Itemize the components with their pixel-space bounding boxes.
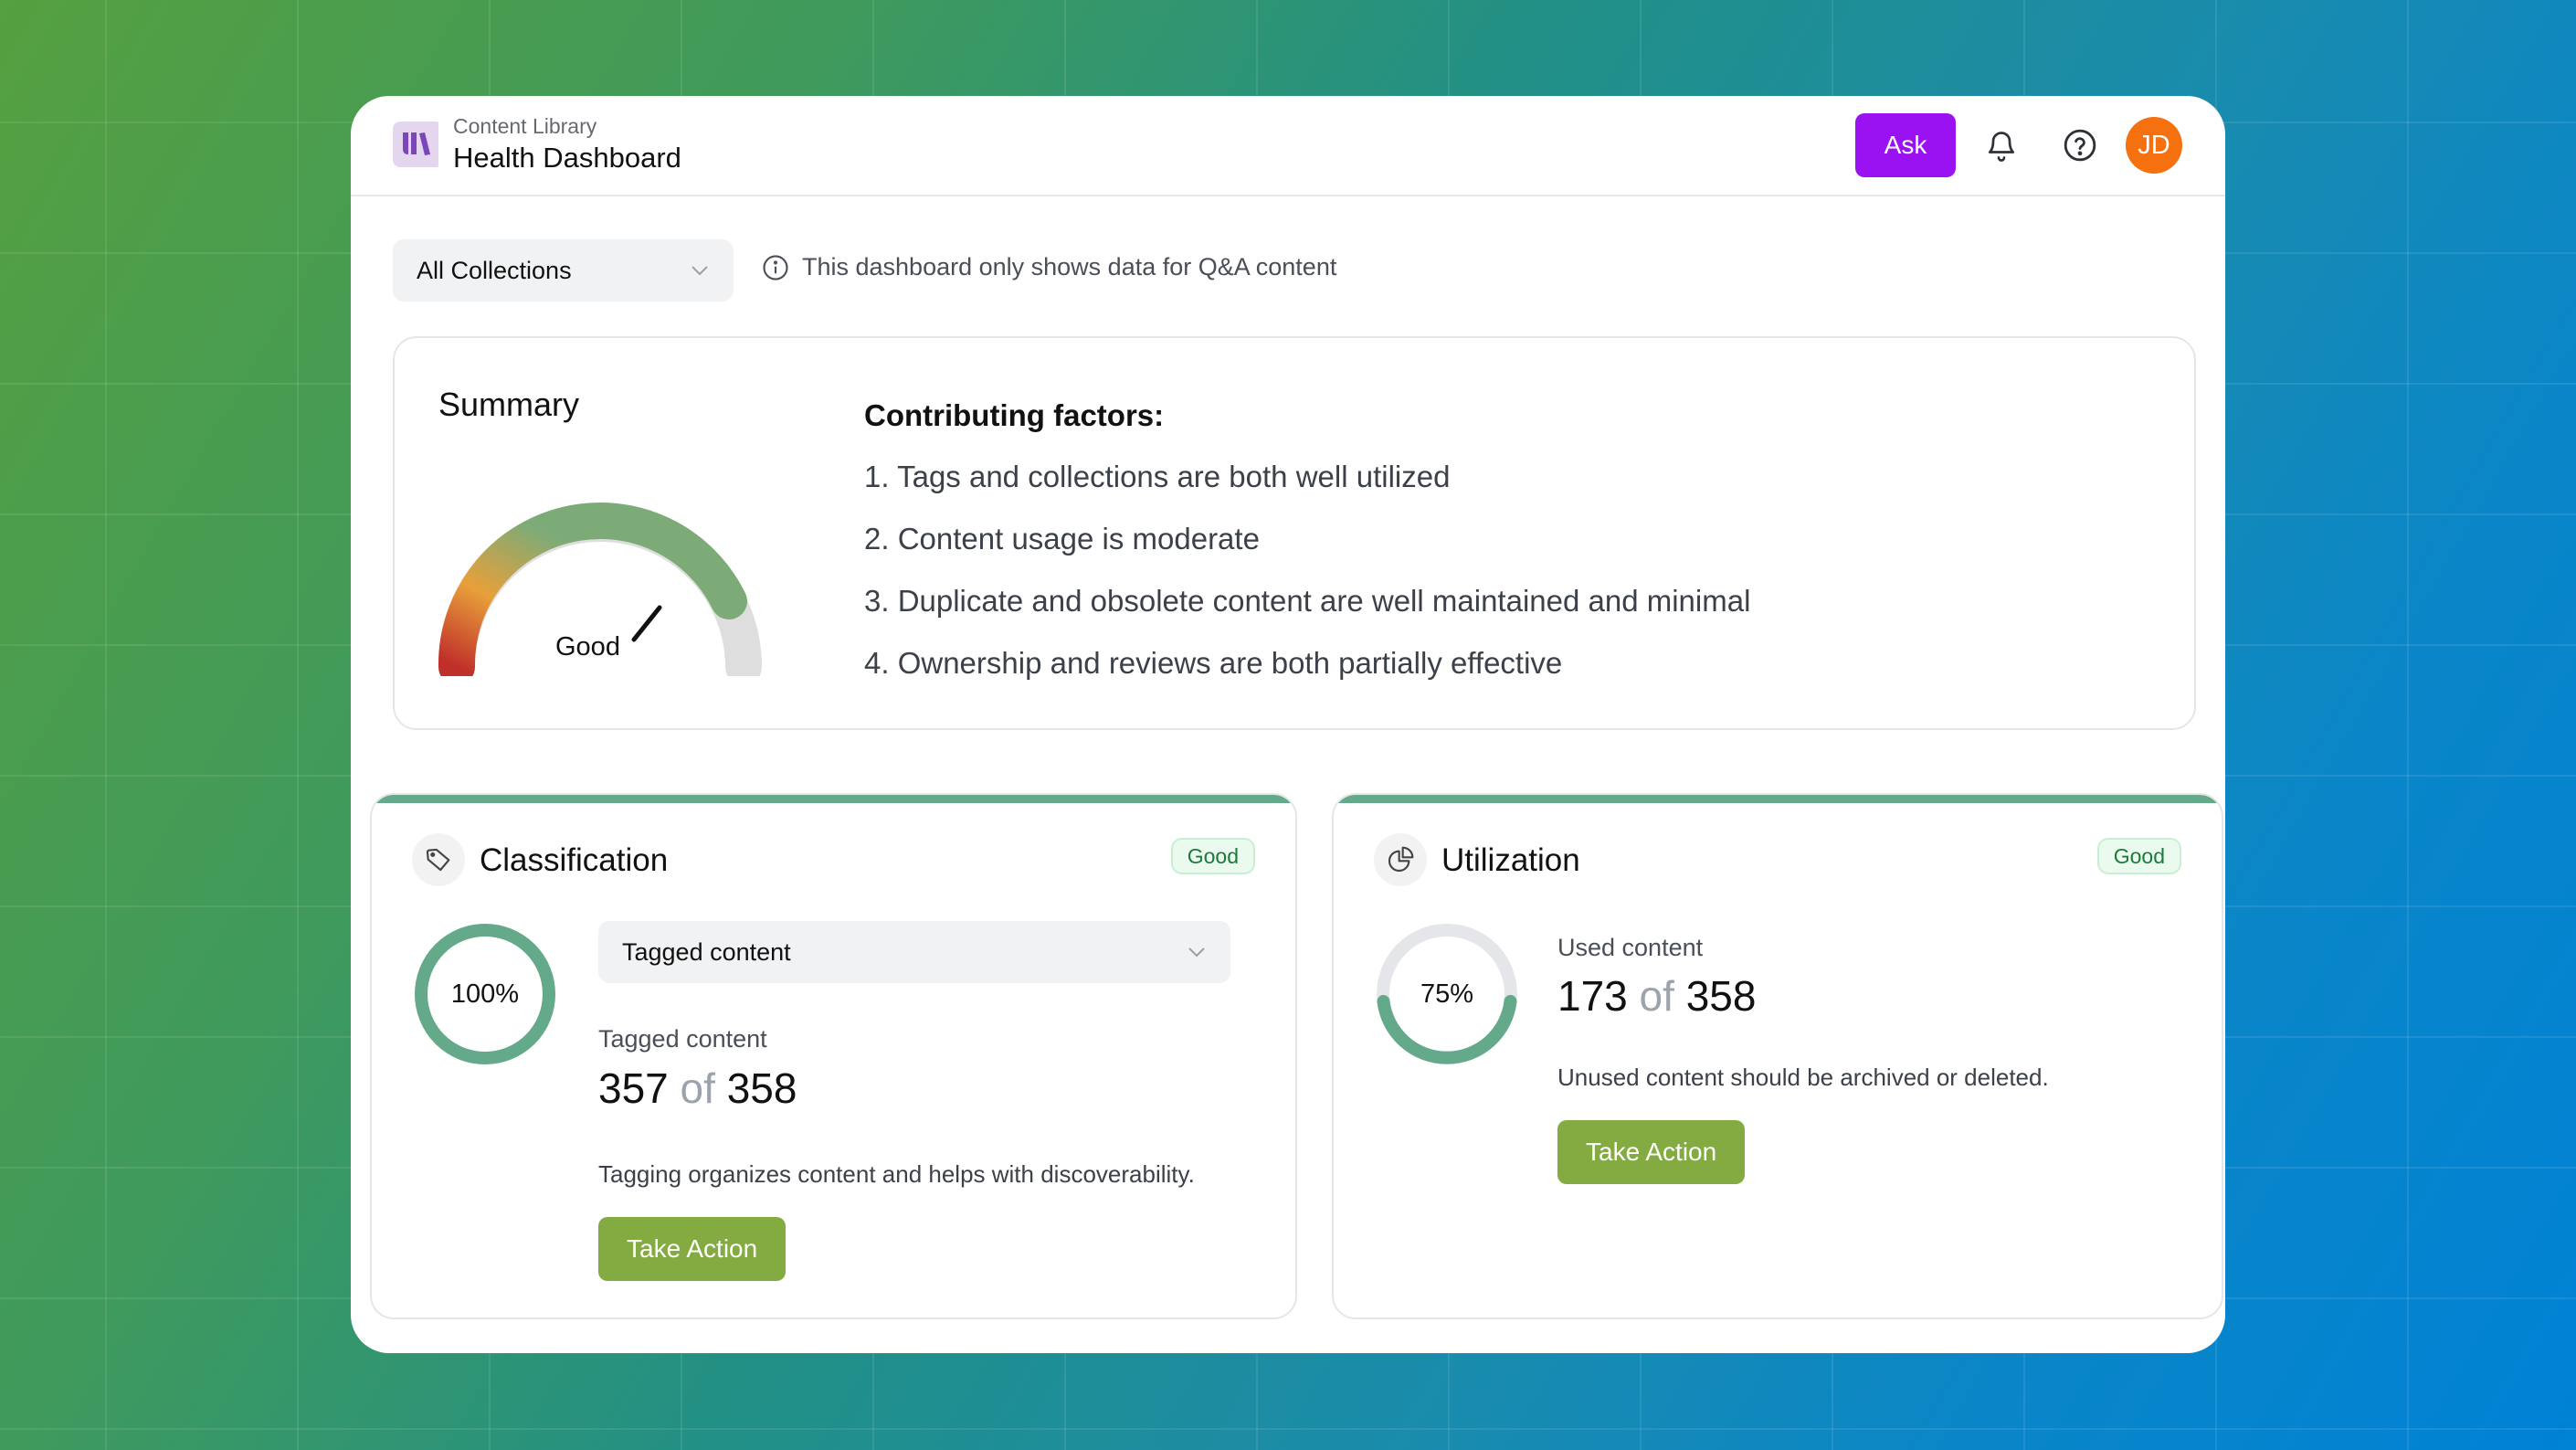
chevron-down-icon [1188, 947, 1205, 958]
metric-value: 173 of 358 [1557, 971, 1756, 1021]
factors-title: Contributing factors: [864, 398, 1165, 432]
collections-dropdown[interactable]: All Collections [393, 239, 734, 302]
summary-title: Summary [438, 386, 580, 423]
gauge-label: Good [555, 632, 620, 661]
metric-label: Used content [1557, 934, 1704, 961]
collections-dropdown-value: All Collections [417, 256, 572, 284]
card-icon [412, 833, 465, 886]
gauge-needle [631, 605, 662, 642]
library-logo-icon [393, 122, 438, 167]
factor-item: 1. Tags and collections are both well ut… [864, 460, 1451, 493]
utilization-card: Utilization Good 75% Used content 173 of… [1332, 793, 2223, 1319]
info-note: This dashboard only shows data for Q&A c… [762, 253, 1336, 281]
metric-description: Tagging organizes content and helps with… [598, 1160, 1195, 1188]
factor-item: 2. Content usage is moderate [864, 522, 1260, 556]
classification-card: Classification Good 100% Tagged content … [370, 793, 1297, 1319]
info-note-text: This dashboard only shows data for Q&A c… [802, 253, 1337, 280]
info-icon [763, 254, 788, 280]
take-action-button[interactable]: Take Action [1557, 1120, 1746, 1184]
metric-dropdown-value: Tagged content [622, 937, 791, 966]
metric-of: of [680, 1064, 715, 1112]
status-badge: Good [1170, 838, 1255, 874]
help-circle-icon [2064, 129, 2096, 162]
user-avatar[interactable]: JD [2126, 117, 2182, 174]
percent-ring [1377, 924, 1517, 1064]
percent-label: 75% [1420, 979, 1474, 1009]
card-status-bar [1334, 795, 2222, 803]
bell-icon [1988, 132, 2015, 162]
ask-button[interactable]: Ask [1855, 113, 1956, 177]
pie-chart-icon [1388, 846, 1414, 873]
page-title: Health Dashboard [453, 142, 681, 174]
metric-total: 358 [1685, 972, 1757, 1020]
health-gauge [438, 503, 762, 676]
dashboard-window: Content Library Health Dashboard Ask JD … [351, 96, 2225, 1353]
metric-count: 357 [598, 1064, 669, 1112]
help-button[interactable] [2060, 125, 2100, 165]
card-status-bar [372, 795, 1295, 803]
status-badge: Good [2096, 838, 2181, 874]
factor-item: 4. Ownership and reviews are both partia… [864, 646, 1563, 680]
metric-description: Unused content should be archived or del… [1557, 1064, 2049, 1091]
take-action-button[interactable]: Take Action [598, 1217, 787, 1281]
contributing-factors: Contributing factors: 1. Tags and collec… [864, 398, 1750, 705]
breadcrumb[interactable]: Content Library [453, 114, 597, 138]
metric-total: 358 [726, 1064, 797, 1112]
metric-value: 357 of 358 [598, 1064, 797, 1113]
metric-count: 173 [1557, 972, 1628, 1020]
metric-dropdown[interactable]: Tagged content [598, 921, 1230, 983]
app-header: Content Library Health Dashboard Ask JD [351, 96, 2225, 196]
metric-of: of [1639, 972, 1674, 1020]
summary-panel: Summary Good Contributing factors: 1. Ta… [393, 336, 2196, 730]
percent-label: 100% [450, 979, 520, 1009]
card-icon [1374, 833, 1427, 886]
notifications-button[interactable] [1981, 125, 2022, 165]
card-title: Utilization [1441, 842, 1580, 878]
percent-ring [415, 924, 555, 1064]
metric-label: Tagged content [598, 1025, 767, 1053]
tag-icon [426, 848, 450, 872]
card-title: Classification [480, 842, 669, 878]
factor-item: 3. Duplicate and obsolete content are we… [864, 584, 1751, 618]
chevron-down-icon [692, 266, 708, 276]
